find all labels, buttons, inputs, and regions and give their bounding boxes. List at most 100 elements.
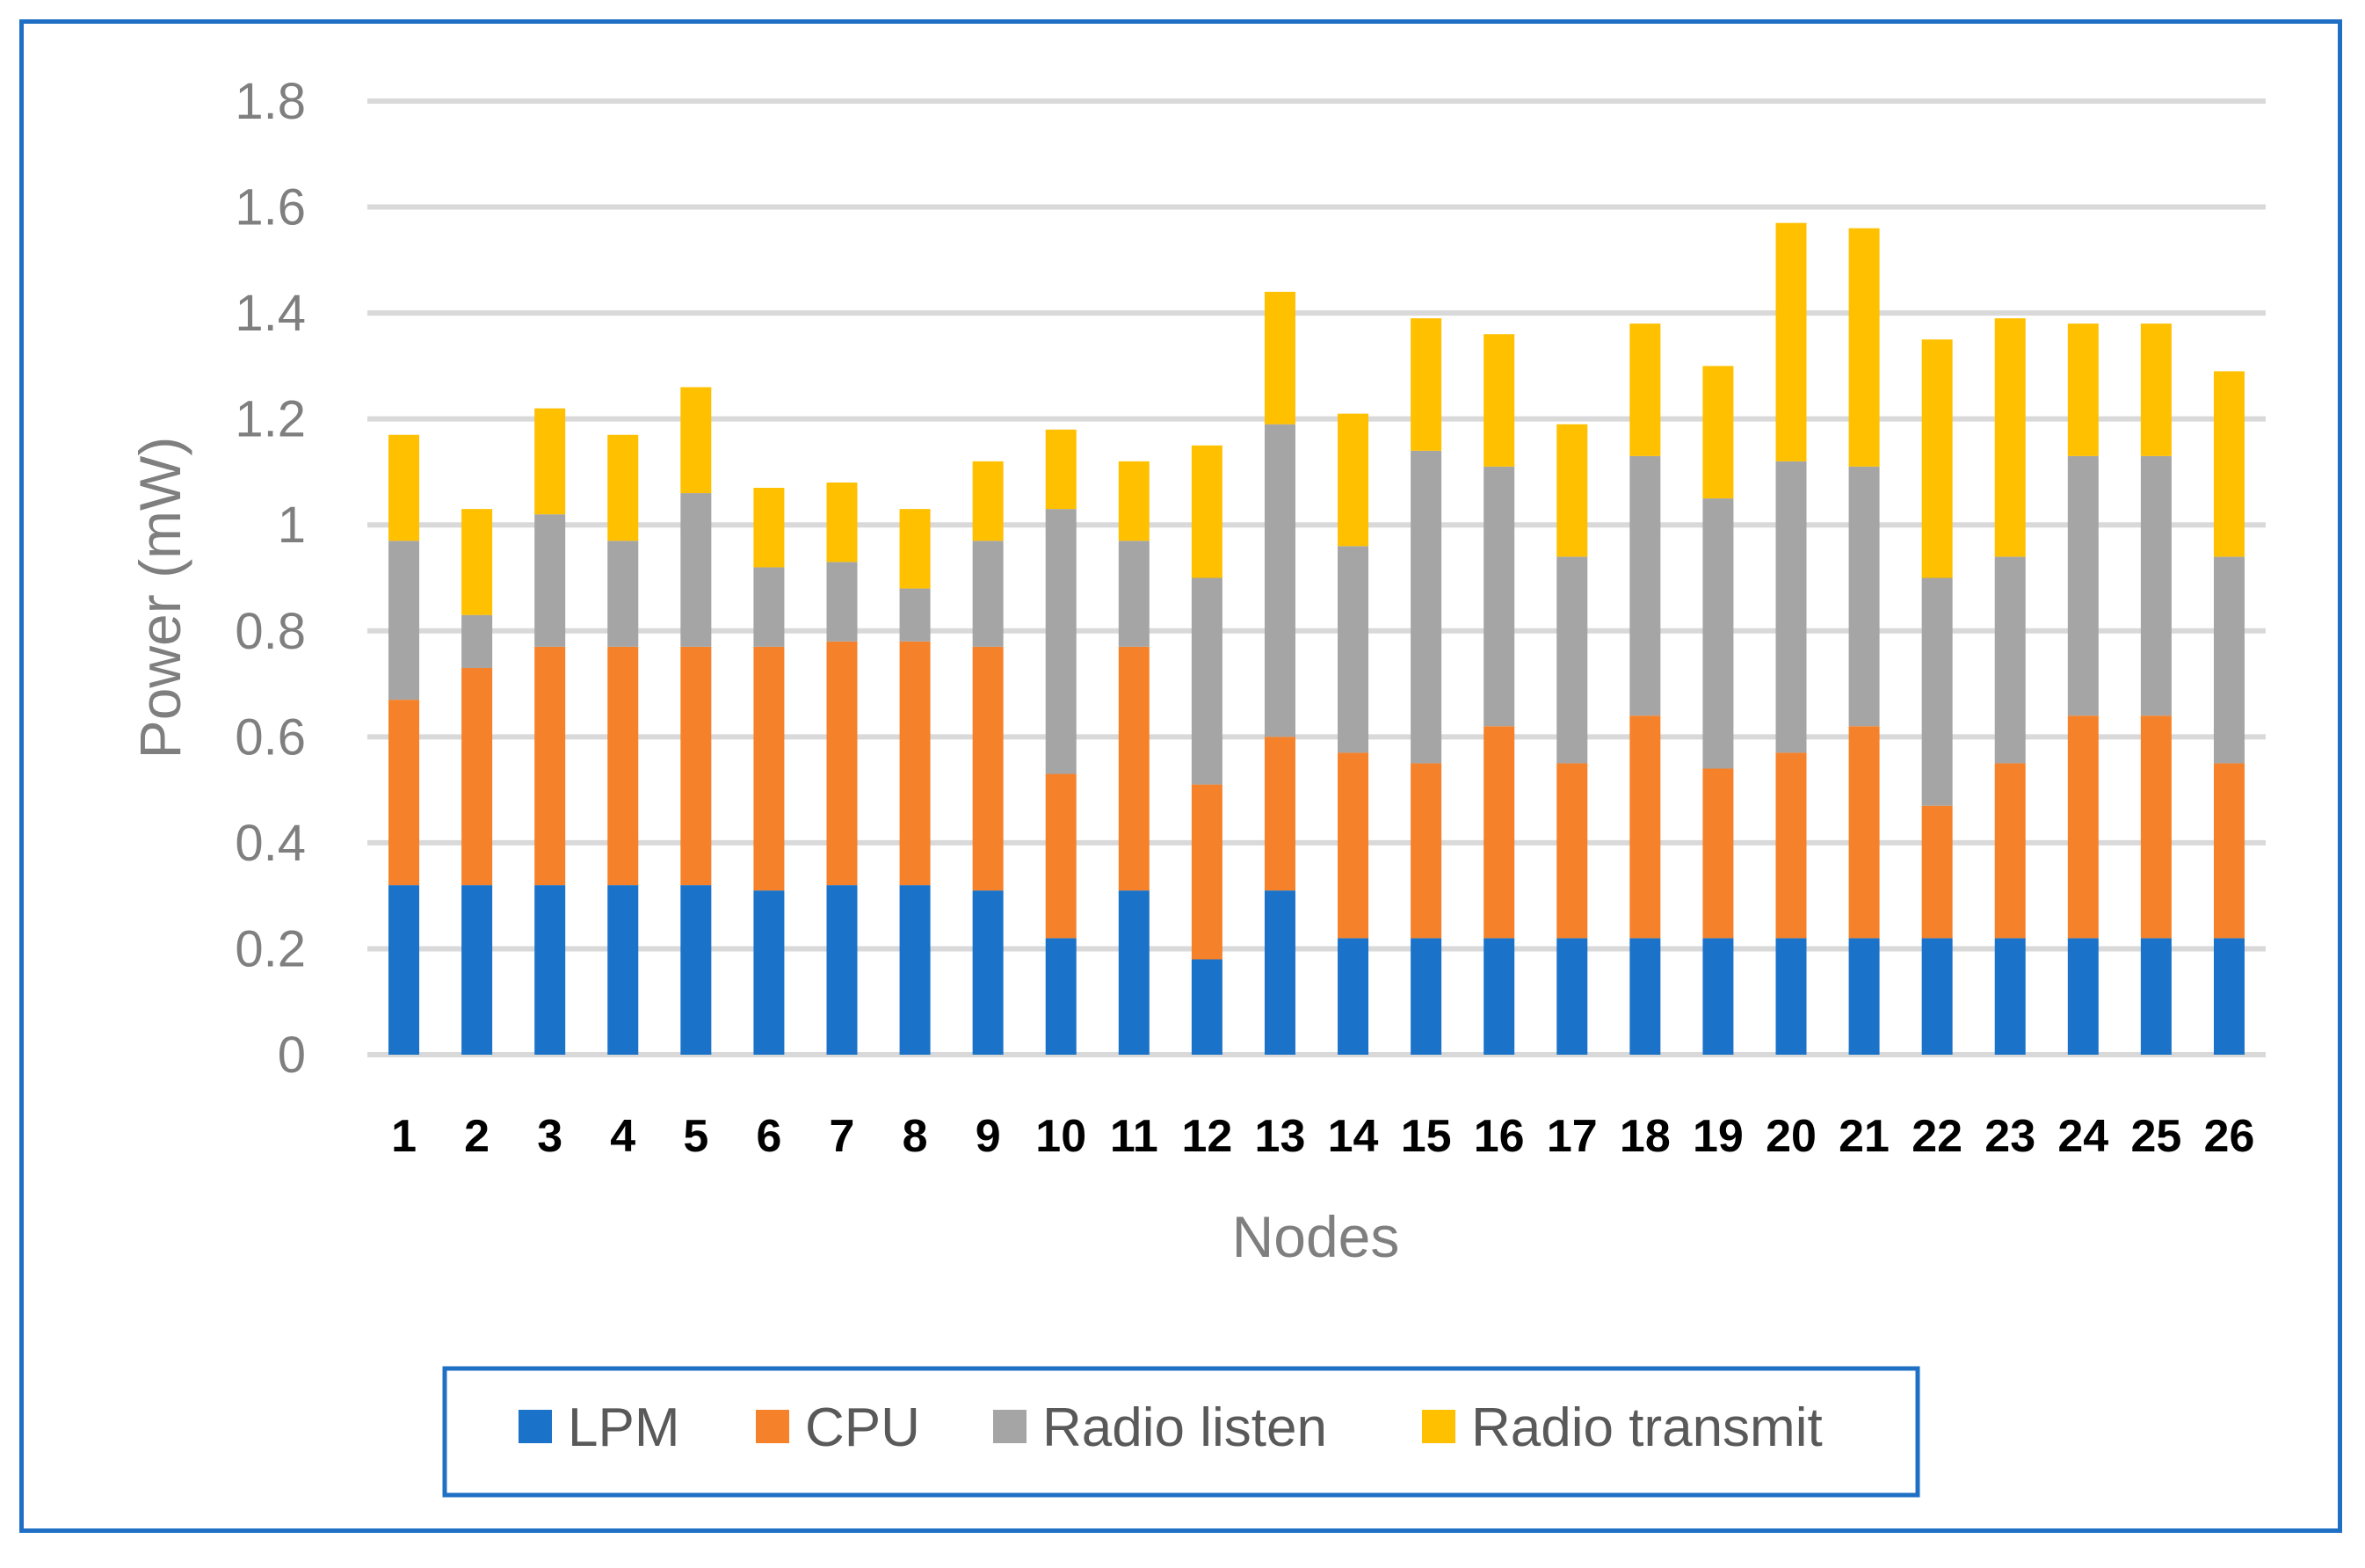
bar-segment-radio-transmit — [2213, 371, 2245, 557]
bar-segment-lpm — [1994, 938, 2026, 1055]
bar-segment-lpm — [753, 890, 785, 1055]
bar-segment-radio-listen — [2213, 556, 2245, 764]
y-tick-label: 1.6 — [235, 179, 306, 236]
bar-segment-radio-listen — [1484, 466, 1515, 727]
bar-segment-cpu — [1994, 763, 2026, 939]
legend-swatch-radio-listen — [993, 1410, 1027, 1443]
bar-segment-cpu — [461, 667, 493, 886]
bar-segment-radio-listen — [826, 562, 858, 642]
bar-segment-radio-transmit — [1775, 222, 1807, 461]
bar-segment-lpm — [2067, 938, 2099, 1055]
bar-segment-cpu — [1629, 715, 1661, 939]
bar-segment-cpu — [826, 641, 858, 886]
y-tick-label: 1.8 — [235, 73, 306, 130]
x-tick-label: 3 — [537, 1111, 562, 1162]
bar-segment-cpu — [1411, 763, 1442, 939]
bar-segment-radio-listen — [972, 541, 1004, 647]
bar-segment-cpu — [1702, 768, 1734, 939]
bar-segment-radio-transmit — [1045, 429, 1077, 510]
bar-segment-radio-transmit — [461, 509, 493, 615]
x-tick-label: 5 — [683, 1111, 708, 1162]
x-tick-label: 10 — [1035, 1111, 1086, 1162]
bar-segment-radio-listen — [1848, 466, 1880, 727]
bar-segment-lpm — [534, 885, 566, 1055]
y-tick-label: 1.2 — [235, 391, 306, 448]
x-tick-label: 15 — [1401, 1111, 1452, 1162]
bar-segment-cpu — [1191, 784, 1222, 960]
bar-segment-lpm — [1556, 938, 1588, 1055]
bar-segment-cpu — [1556, 763, 1588, 939]
bar-segment-lpm — [1264, 890, 1295, 1055]
y-tick-label: 0.4 — [235, 815, 306, 872]
bar-segment-lpm — [972, 890, 1004, 1055]
x-tick-label: 22 — [1912, 1111, 1962, 1162]
x-tick-label: 11 — [1110, 1111, 1158, 1162]
bar-segment-radio-listen — [1702, 498, 1734, 769]
bar-segment-lpm — [1338, 938, 1369, 1055]
bar-segment-radio-listen — [534, 514, 566, 647]
bar-segment-radio-listen — [680, 493, 712, 647]
bar-segment-radio-listen — [1118, 541, 1150, 647]
legend-swatch-lpm — [519, 1410, 552, 1443]
bar-segment-radio-listen — [2140, 455, 2172, 716]
bar-segment-lpm — [1045, 938, 1077, 1055]
bar-segment-cpu — [1338, 752, 1369, 939]
bar-segment-lpm — [680, 885, 712, 1055]
legend: LPM CPU Radio listen Radio transmit — [519, 1397, 1823, 1458]
bar-segment-radio-transmit — [1484, 334, 1515, 467]
bar-segment-radio-listen — [1264, 424, 1295, 737]
x-tick-label: 26 — [2204, 1111, 2255, 1162]
bar-segment-radio-transmit — [1556, 424, 1588, 557]
x-tick-label: 9 — [976, 1111, 1001, 1162]
x-tick-label: 7 — [830, 1111, 855, 1162]
bar-segment-radio-transmit — [534, 408, 566, 515]
bar-segment-radio-listen — [753, 567, 785, 647]
bar-segment-radio-transmit — [2140, 323, 2172, 456]
bar-segment-cpu — [680, 646, 712, 886]
y-axis-title: Power (mW) — [127, 437, 192, 759]
bar-segment-radio-transmit — [1921, 339, 1953, 578]
x-tick-label: 25 — [2130, 1111, 2181, 1162]
bar-segment-radio-listen — [1338, 546, 1369, 753]
bar-segment-lpm — [1191, 959, 1222, 1055]
chart-frame — [19, 19, 2342, 1533]
x-tick-label: 6 — [756, 1111, 781, 1162]
x-tick-label: 2 — [464, 1111, 490, 1162]
bar-segment-radio-listen — [607, 541, 639, 647]
bar-segment-lpm — [1118, 890, 1150, 1055]
bar-segment-cpu — [753, 646, 785, 891]
x-tick-label: 14 — [1328, 1111, 1379, 1162]
bar-segment-radio-transmit — [1191, 445, 1222, 578]
bar-segment-radio-listen — [1411, 450, 1442, 764]
x-tick-label: 19 — [1693, 1111, 1744, 1162]
x-tick-label: 21 — [1839, 1111, 1890, 1162]
bar-segment-radio-transmit — [607, 434, 639, 541]
bar-segment-lpm — [1775, 938, 1807, 1055]
bar-segment-lpm — [2140, 938, 2172, 1055]
y-tick-label: 1.4 — [235, 285, 306, 342]
x-tick-label: 12 — [1181, 1111, 1232, 1162]
bar-segment-radio-listen — [461, 614, 493, 668]
bar-segment-lpm — [1484, 938, 1515, 1055]
legend-label: CPU — [805, 1397, 920, 1458]
x-tick-labels: 1 2 3 4 5 6 7 8 9 10 11 12 13 14 15 16 17 18 19 20 21 22 23 24 2… — [391, 1111, 2254, 1162]
bar-segment-radio-transmit — [1994, 318, 2026, 557]
legend-box — [442, 1366, 1920, 1498]
y-tick-label: 1 — [278, 497, 306, 554]
bar-segment-radio-transmit — [753, 488, 785, 568]
bar-segment-cpu — [1118, 646, 1150, 891]
bar-segment-radio-transmit — [1264, 292, 1295, 425]
bar-segment-radio-transmit — [826, 483, 858, 563]
y-tick-labels: 0 0.2 0.4 0.6 0.8 1 1.2 1.4 1.6 1.8 — [235, 73, 306, 1084]
bar-segment-lpm — [1921, 938, 1953, 1055]
x-axis-title: Nodes — [1232, 1204, 1400, 1269]
bar-segment-radio-transmit — [1411, 318, 1442, 451]
x-tick-label: 8 — [903, 1111, 928, 1162]
bar-segment-radio-listen — [1629, 455, 1661, 716]
x-tick-label: 24 — [2057, 1111, 2108, 1162]
bar-segment-cpu — [1775, 752, 1807, 939]
bar-segment-cpu — [1484, 726, 1515, 939]
bar-segment-radio-transmit — [680, 387, 712, 494]
gridlines — [367, 98, 2266, 1057]
legend-swatch-radio-transmit — [1422, 1410, 1455, 1443]
